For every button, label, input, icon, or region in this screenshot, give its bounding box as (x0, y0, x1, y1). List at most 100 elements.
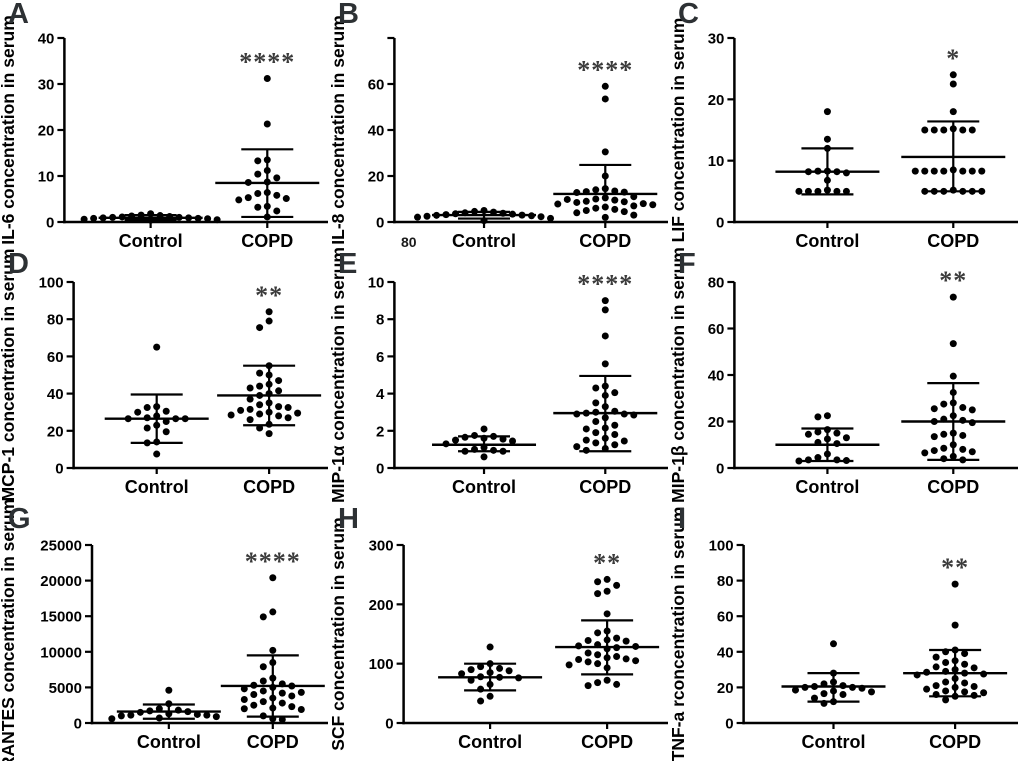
panel-a: A 0 10 20 30 40 IL-6 concentration in serum Co… (0, 0, 330, 251)
data-point (259, 613, 267, 621)
data-point (458, 670, 466, 678)
data-point (259, 663, 267, 671)
y-tick-label: 20 (368, 169, 385, 186)
data-point (814, 454, 822, 462)
panel-e: E 0 2 4 6 8 10 MIP-1α concentration in serum Co… (328, 247, 670, 505)
y-axis-label: LIF concentration in serum (668, 18, 688, 243)
data-point (273, 174, 281, 182)
data-point (949, 293, 957, 301)
data-point (143, 404, 151, 412)
data-point (601, 203, 609, 211)
data-point (814, 187, 822, 195)
panel-d: D 0 20 40 60 80 100 MCP-1 concentration in ser… (0, 248, 330, 505)
data-point (820, 690, 828, 698)
data-point (949, 80, 957, 88)
data-point (940, 400, 948, 408)
y-tick-label: 6 (376, 349, 384, 366)
data-point (603, 610, 611, 618)
data-point (603, 676, 611, 684)
data-point (613, 680, 621, 688)
data-point (240, 696, 248, 704)
significance-stars: **** (577, 55, 633, 84)
data-point (584, 637, 592, 645)
data-point (265, 317, 273, 325)
data-point (940, 455, 948, 463)
data-point (594, 590, 602, 598)
data-point (452, 436, 460, 444)
y-tick-label: 200 (369, 597, 394, 614)
y-tick-label: 60 (708, 321, 725, 338)
data-point (603, 575, 611, 583)
data-point (611, 431, 619, 439)
y-tick-label: 20 (47, 423, 64, 440)
data-point (505, 667, 513, 675)
y-tick-label: 60 (47, 349, 64, 366)
data-point (80, 215, 88, 223)
data-point (259, 687, 267, 695)
panel-c-plot: 0 10 20 30 LIF concentration in serum Control… (668, 18, 1018, 251)
data-point (477, 697, 485, 705)
panel-g-letter: G (8, 503, 31, 535)
y-tick-label: 40 (38, 31, 55, 48)
data-point (259, 677, 267, 685)
y-tick-label: 0 (376, 215, 384, 232)
data-point (921, 449, 929, 457)
y-tick-label: 0 (376, 461, 384, 478)
data-point (297, 688, 305, 696)
data-point (90, 214, 98, 222)
data-point (791, 686, 799, 694)
y-tick-label: 30 (38, 77, 55, 94)
data-point (203, 711, 211, 719)
significance-stars: ** (593, 548, 621, 577)
y-tick-label: 0 (385, 716, 393, 733)
data-point (592, 439, 600, 447)
data-point (842, 434, 850, 442)
significance-stars: * (946, 44, 960, 73)
y-tick-label: 20 (708, 414, 725, 431)
data-point (235, 196, 243, 204)
panel-d-letter: D (8, 248, 29, 280)
data-point (582, 425, 590, 433)
data-point (632, 657, 640, 665)
category-label: COPD (927, 231, 979, 251)
y-axis-label: MIP-1β concentration in serum (668, 247, 688, 503)
data-point (227, 411, 235, 419)
category-label: COPD (581, 732, 633, 752)
data-point (582, 207, 590, 214)
data-point (804, 456, 812, 464)
significance-stars: ** (939, 266, 967, 295)
data-point (467, 676, 475, 684)
data-point (968, 448, 976, 456)
y-tick-label: 0 (46, 215, 54, 232)
data-point (601, 194, 609, 202)
panel-e-letter: E (338, 248, 358, 280)
y-axis-label: MIP-1α concentration in serum (328, 247, 348, 503)
panel-b-letter: B (338, 0, 359, 30)
data-point (959, 167, 967, 175)
category-label: Control (802, 732, 866, 752)
data-point (254, 189, 262, 197)
data-point (282, 195, 290, 203)
data-point (622, 655, 630, 663)
data-point (592, 429, 600, 437)
data-point (246, 405, 254, 413)
data-point (814, 428, 822, 436)
data-point (254, 157, 262, 165)
data-point (942, 658, 950, 666)
data-point (970, 683, 978, 691)
panel-h: H 0 100 200 300 SCF concentration in serum Co… (328, 505, 670, 761)
data-point (592, 195, 600, 203)
y-tick-label: 40 (368, 123, 385, 140)
data-point (237, 406, 245, 414)
data-point (509, 437, 517, 445)
y-tick-label: 0 (725, 716, 733, 733)
data-point (265, 308, 273, 316)
data-point (949, 372, 957, 380)
data-point (603, 587, 611, 595)
data-point (537, 213, 545, 221)
data-point (554, 200, 562, 208)
data-point (968, 406, 976, 414)
y-tick-label: 0 (74, 716, 82, 733)
data-point (256, 324, 264, 332)
